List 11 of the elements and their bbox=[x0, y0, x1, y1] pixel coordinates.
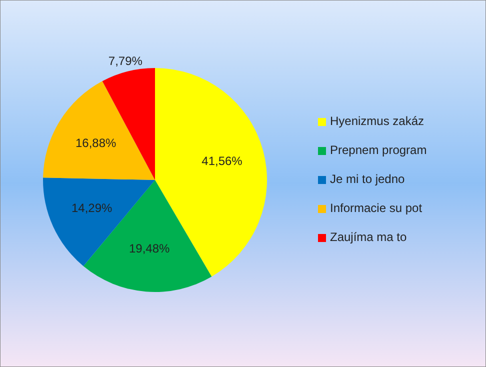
legend-label: Hyenizmus zakáz bbox=[330, 114, 424, 128]
pie-slice bbox=[43, 81, 155, 180]
legend-label: Prepnem program bbox=[330, 143, 427, 158]
legend-label: Zaujíma ma to bbox=[330, 230, 408, 244]
data-label: 7,79% bbox=[108, 54, 143, 68]
data-label: 41,56% bbox=[202, 154, 243, 168]
legend-label: Informacie su pot bbox=[330, 201, 423, 216]
legend-label: Je mi to jedno bbox=[330, 172, 406, 186]
data-label: 19,48% bbox=[128, 241, 170, 256]
data-label: 16,88% bbox=[75, 136, 117, 150]
data-label: 14,29% bbox=[71, 201, 113, 216]
